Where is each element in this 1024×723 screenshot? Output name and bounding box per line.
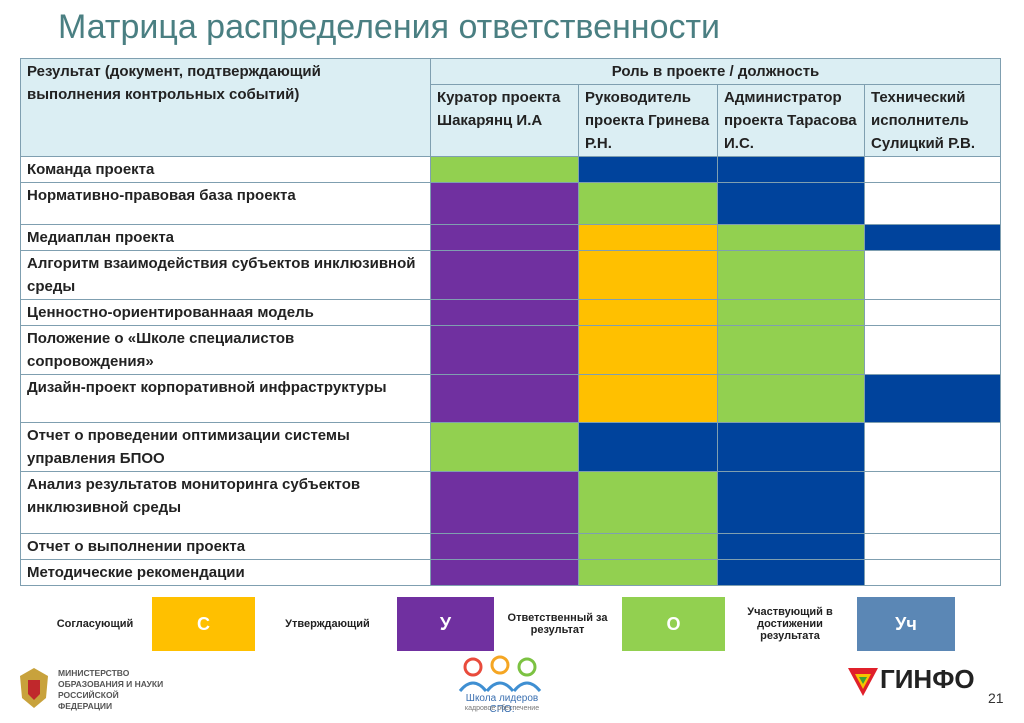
school-name: Школа лидеров СПО: [465,693,539,715]
result-name: Медиаплан проекта [20,224,431,251]
legend-box: С [152,597,255,651]
page-number: 21 [988,690,1004,706]
role-cell [430,156,579,183]
matrix-row: Команда проекта [20,156,1001,183]
matrix-row: Алгоритм взаимодействия субъектов инклюз… [20,250,1001,300]
role-cell [578,533,718,560]
header-row: Результат (документ, подтверждающий выпо… [20,58,1001,157]
matrix-table: Результат (документ, подтверждающий выпо… [20,58,1001,586]
role-cell [430,471,579,534]
role-name: Технический исполнитель Сулицкий Р.В. [864,84,1001,157]
ginfo-logo [848,668,878,696]
result-name: Нормативно-правовая база проекта [20,182,431,225]
role-cell [430,559,579,586]
role-cell [430,325,579,375]
role-cell [864,299,1001,326]
role-cell [578,374,718,423]
roles-row: Куратор проекта Шакарянц И.А Руководитель… [21,84,1001,157]
role-cell [717,250,865,300]
title: Матрица распределения ответственности [58,8,721,46]
legend-label: Участвующий в достижении результата [747,606,833,642]
legend-box: О [622,597,725,651]
result-name: Команда проекта [20,156,431,183]
role-cell [717,182,865,225]
matrix-row: Отчет о выполнении проекта [20,533,1001,560]
role-cell [430,533,579,560]
role-cell [717,224,865,251]
role-cell [864,559,1001,586]
result-name: Дизайн-проект корпоративной инфраструкту… [20,374,431,423]
matrix-row: Положение о «Школе специалистов сопровож… [20,325,1001,375]
role-name: Администратор проекта Тарасова И.С. [717,84,865,157]
role-cell [430,250,579,300]
school-subtitle: кадровое обеспечение [464,705,540,712]
role-cell [430,182,579,225]
matrix-row: Дизайн-проект корпоративной инфраструкту… [20,374,1001,423]
legend-box: У [397,597,494,651]
role-cell [864,325,1001,375]
result-name: Отчет о проведении оптимизации системы у… [20,422,431,472]
matrix-row: Методические рекомендации [20,559,1001,586]
role-cell [578,299,718,326]
role-cell [864,533,1001,560]
role-name: Руководитель проекта Гринева Р.Н. [578,84,718,157]
legend-label: Ответственный за результат [507,612,608,636]
legend-box: Уч [857,597,955,651]
role-cell [578,250,718,300]
role-cell [864,156,1001,183]
role-cell [864,471,1001,534]
role-cell [578,224,718,251]
matrix-row: Ценностно-ориентированнаая модель [20,299,1001,326]
role-cell [864,422,1001,472]
role-cell [717,533,865,560]
role-cell [864,224,1001,251]
role-cell [578,182,718,225]
role-cell [864,182,1001,225]
result-name: Методические рекомендации [20,559,431,586]
result-name: Ценностно-ориентированнаая модель [20,299,431,326]
result-name: Алгоритм взаимодействия субъектов инклюз… [20,250,431,300]
role-cell [430,422,579,472]
role-cell [430,224,579,251]
role-cell [578,156,718,183]
result-name: Анализ результатов мониторинга субъектов… [20,471,431,534]
ministry-name: МИНИСТЕРСТВО ОБРАЗОВАНИЯ И НАУКИ РОССИЙС… [58,668,164,711]
role-cell [717,299,865,326]
legend-label: Согласующий [56,618,134,630]
role-cell [717,374,865,423]
role-cell [717,471,865,534]
role-cell [717,156,865,183]
role-cell [717,559,865,586]
matrix-row: Нормативно-правовая база проекта [20,182,1001,225]
role-cell [717,422,865,472]
role-cell [430,299,579,326]
role-name: Куратор проекта Шакарянц И.А [430,84,579,157]
role-cell [430,374,579,423]
role-cell [578,559,718,586]
ministry-emblem [20,668,48,708]
matrix-row: Медиаплан проекта [20,224,1001,251]
matrix-row: Отчет о проведении оптимизации системы у… [20,422,1001,472]
role-cell [578,471,718,534]
ginfo-name: ГИНФО [880,664,975,694]
role-cell [717,325,865,375]
role-header: Роль в проекте / должность [430,58,1001,85]
result-name: Положение о «Школе специалистов сопровож… [20,325,431,375]
role-cell [578,422,718,472]
role-cell [578,325,718,375]
role-cell [864,374,1001,423]
result-header: Результат (документ, подтверждающий выпо… [20,58,431,157]
result-name: Отчет о выполнении проекта [20,533,431,560]
matrix-row: Анализ результатов мониторинга субъектов… [20,471,1001,534]
role-cell [864,250,1001,300]
legend-label: Утверждающий [285,618,370,630]
school-logo [458,655,542,692]
